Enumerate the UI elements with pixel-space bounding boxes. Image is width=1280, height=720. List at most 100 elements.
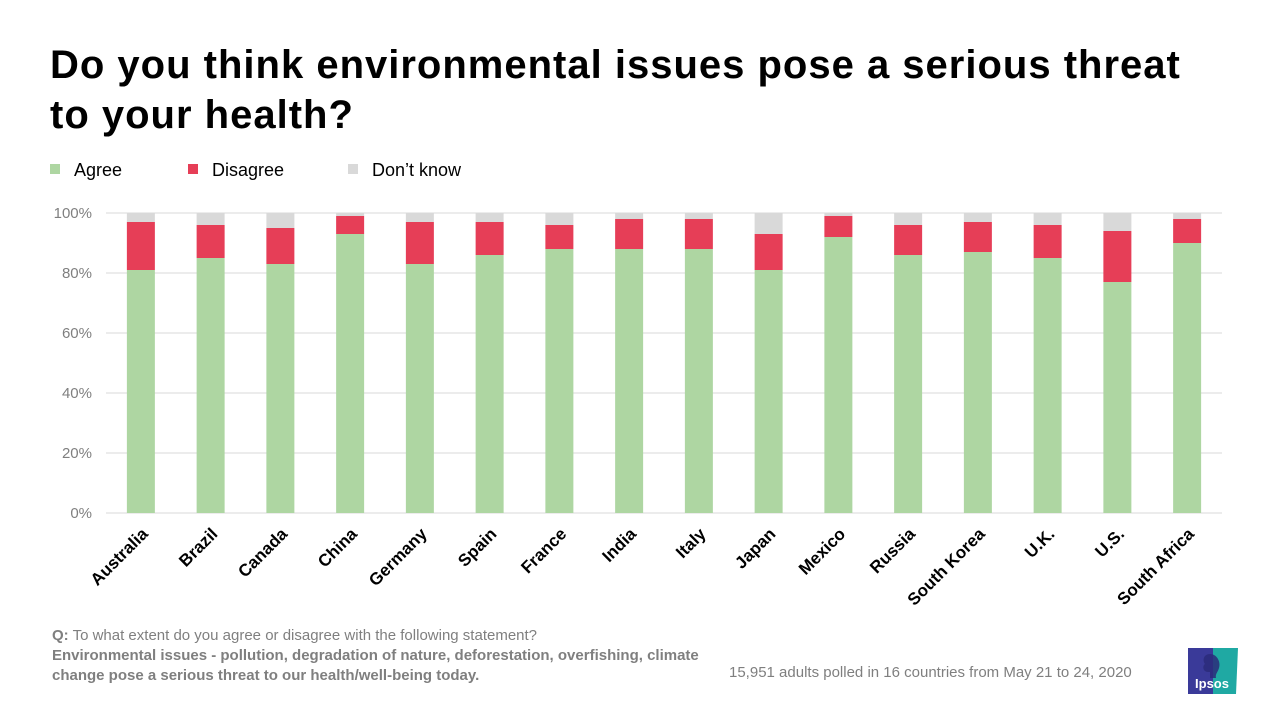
bar-stack — [684, 213, 713, 513]
bar-stack — [266, 213, 295, 513]
y-tick-label: 100% — [54, 205, 92, 222]
bar-segment-disagree — [1173, 219, 1202, 243]
survey-question: Q: To what extent do you agree or disagr… — [52, 626, 732, 686]
bar-segment-agree — [545, 249, 574, 513]
bar-stack — [405, 213, 434, 513]
bar-stack — [196, 213, 225, 513]
bar-segment-agree — [754, 270, 783, 513]
x-tick-label: U.S. — [1091, 524, 1128, 561]
bar-segment-don-t-know — [126, 213, 155, 222]
bar-stack — [1103, 213, 1132, 513]
bar-segment-don-t-know — [754, 213, 783, 234]
bar-segment-agree — [126, 270, 155, 513]
bar-segment-don-t-know — [405, 213, 434, 222]
bar-segment-disagree — [196, 225, 225, 258]
bar-segment-agree — [405, 264, 434, 513]
question-text: To what extent do you agree or disagree … — [68, 627, 538, 644]
x-tick-label: Russia — [866, 524, 919, 577]
bar-segment-agree — [196, 258, 225, 513]
y-tick-label: 40% — [62, 385, 92, 402]
x-tick-label: Germany — [365, 524, 431, 590]
bar-segment-agree — [1173, 243, 1202, 513]
y-tick-label: 80% — [62, 265, 92, 282]
bar-segment-disagree — [754, 234, 783, 270]
bar-segment-agree — [824, 237, 853, 513]
x-tick-label: India — [598, 524, 640, 566]
bar-segment-agree — [1033, 258, 1062, 513]
x-tick-label: Mexico — [795, 524, 849, 578]
bar-segment-disagree — [1103, 231, 1132, 282]
x-tick-label: Australia — [87, 524, 152, 589]
bar-segment-disagree — [894, 225, 923, 255]
bar-stack — [963, 213, 992, 513]
bar-segment-agree — [475, 255, 504, 513]
bar-segment-agree — [336, 234, 365, 513]
bar-stack — [1033, 213, 1062, 513]
bar-segment-disagree — [336, 216, 365, 234]
bar-stack — [336, 213, 365, 513]
bar-segment-don-t-know — [684, 213, 713, 219]
bar-stack — [754, 213, 783, 513]
bar-segment-agree — [266, 264, 295, 513]
bar-segment-don-t-know — [266, 213, 295, 228]
bar-segment-don-t-know — [1103, 213, 1132, 231]
bar-segment-disagree — [126, 222, 155, 270]
bar-segment-disagree — [475, 222, 504, 255]
x-tick-label: China — [314, 524, 361, 571]
bar-stack — [545, 213, 574, 513]
bar-segment-disagree — [684, 219, 713, 249]
x-tick-label: Italy — [672, 524, 710, 562]
stacked-bar-chart: 0% 20% 40% 60% 80% 100% Australia Brazil Canada… — [54, 205, 1222, 609]
bar-segment-disagree — [545, 225, 574, 249]
y-tick-label: 0% — [70, 505, 92, 522]
legend-item-agree: Agree — [50, 160, 122, 181]
bar-stack — [1173, 213, 1202, 513]
bar-stack — [894, 213, 923, 513]
x-tick-label: Japan — [731, 524, 779, 572]
bar-stack — [615, 213, 644, 513]
legend-swatch-agree — [50, 164, 60, 175]
legend-label-disagree: Disagree — [212, 160, 285, 180]
x-tick-label: U.K. — [1021, 524, 1058, 561]
bar-segment-agree — [963, 252, 992, 513]
bar-segment-disagree — [266, 228, 295, 264]
x-tick-label: Canada — [234, 524, 291, 581]
bar-segment-don-t-know — [475, 213, 504, 222]
bar-segment-don-t-know — [963, 213, 992, 222]
bar-segment-disagree — [405, 222, 434, 264]
legend-label-dont-know: Don’t know — [372, 160, 462, 180]
bar-segment-disagree — [615, 219, 644, 249]
bar-segment-don-t-know — [545, 213, 574, 225]
y-tick-label: 60% — [62, 325, 92, 342]
bars — [126, 213, 1202, 513]
chart-title: Do you think environmental issues pose a… — [50, 43, 1181, 137]
y-tick-label: 20% — [62, 445, 92, 462]
bar-segment-agree — [684, 249, 713, 513]
x-axis: Australia Brazil Canada China Germany Spain Fr… — [87, 524, 1199, 609]
x-tick-label: France — [517, 524, 570, 577]
bar-segment-don-t-know — [1033, 213, 1062, 225]
bar-segment-disagree — [963, 222, 992, 252]
x-tick-label: Spain — [454, 524, 500, 570]
logo-text: Ipsos — [1195, 676, 1229, 691]
bar-segment-don-t-know — [1173, 213, 1202, 219]
question-statement: Environmental issues - pollution, degrad… — [52, 647, 699, 684]
x-tick-label: Brazil — [175, 524, 221, 570]
bar-segment-don-t-know — [196, 213, 225, 225]
bar-segment-don-t-know — [336, 213, 365, 216]
question-prefix: Q: — [52, 627, 69, 644]
bar-segment-disagree — [1033, 225, 1062, 258]
sample-note: 15,951 adults polled in 16 countries fro… — [729, 664, 1132, 681]
bar-stack — [824, 213, 853, 513]
legend-item-disagree: Disagree — [188, 160, 284, 181]
bar-segment-agree — [1103, 282, 1132, 513]
legend-label-agree: Agree — [74, 160, 123, 180]
logo-right-panel — [1213, 648, 1238, 694]
legend-swatch-disagree — [188, 164, 198, 175]
ipsos-logo: Ipsos — [1188, 648, 1238, 694]
bar-stack — [126, 213, 155, 513]
bar-segment-agree — [894, 255, 923, 513]
bar-segment-don-t-know — [615, 213, 644, 219]
bar-segment-don-t-know — [894, 213, 923, 225]
bar-stack — [475, 213, 504, 513]
